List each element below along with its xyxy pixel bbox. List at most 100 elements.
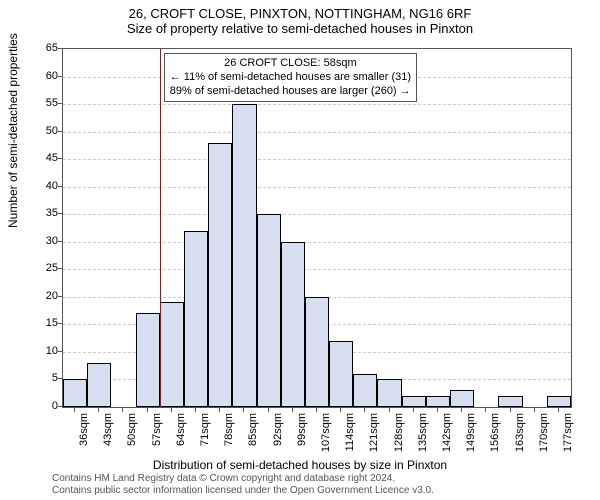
annotation-line2: ← 11% of semi-detached houses are smalle… (170, 71, 411, 85)
x-tick-label: 142sqm (441, 413, 453, 457)
chart-subtitle: Size of property relative to semi-detach… (0, 21, 600, 38)
x-tick-label: 50sqm (126, 413, 138, 457)
x-tick-label: 121sqm (368, 413, 380, 457)
y-tick-label: 35 (38, 207, 58, 219)
x-tick-label: 36sqm (78, 413, 90, 457)
grid-line (63, 159, 571, 160)
y-tick (58, 213, 62, 214)
histogram-bar (305, 297, 329, 407)
annotation-line3: 89% of semi-detached houses are larger (… (170, 85, 411, 99)
x-axis-label: Distribution of semi-detached houses by … (0, 458, 600, 472)
y-axis-label: Number of semi-detached properties (6, 33, 20, 228)
footer-line1: Contains HM Land Registry data © Crown c… (52, 473, 434, 485)
histogram-bar (353, 374, 377, 407)
y-tick (58, 186, 62, 187)
x-tick (413, 408, 414, 412)
x-tick-label: 64sqm (175, 413, 187, 457)
y-tick (58, 241, 62, 242)
histogram-bar (63, 379, 87, 407)
x-tick-label: 92sqm (272, 413, 284, 457)
y-tick-label: 10 (38, 345, 58, 357)
y-tick-label: 30 (38, 235, 58, 247)
x-tick (98, 408, 99, 412)
histogram-bar (257, 214, 281, 407)
histogram-bar (547, 396, 571, 407)
histogram-bar (208, 143, 232, 407)
histogram-bar (402, 396, 426, 407)
y-tick (58, 158, 62, 159)
y-tick-label: 15 (38, 317, 58, 329)
y-tick (58, 76, 62, 77)
y-tick-label: 25 (38, 262, 58, 274)
x-tick-label: 78sqm (223, 413, 235, 457)
histogram-bar (87, 363, 111, 407)
histogram-bar (160, 302, 184, 407)
reference-line (160, 49, 161, 407)
x-tick (510, 408, 511, 412)
histogram-bar (377, 379, 401, 407)
y-tick-label: 0 (38, 400, 58, 412)
x-tick (437, 408, 438, 412)
y-tick-label: 65 (38, 42, 58, 54)
y-tick-label: 60 (38, 70, 58, 82)
histogram-bar (184, 231, 208, 407)
annotation-line1: 26 CROFT CLOSE: 58sqm (170, 57, 411, 71)
y-tick (58, 131, 62, 132)
x-tick (147, 408, 148, 412)
grid-line (63, 269, 571, 270)
x-tick-label: 177sqm (562, 413, 574, 457)
x-tick (195, 408, 196, 412)
x-tick (268, 408, 269, 412)
x-tick-label: 71sqm (199, 413, 211, 457)
x-tick (461, 408, 462, 412)
grid-line (63, 214, 571, 215)
y-tick-label: 5 (38, 372, 58, 384)
chart-title: 26, CROFT CLOSE, PINXTON, NOTTINGHAM, NG… (0, 0, 600, 21)
y-tick (58, 323, 62, 324)
x-tick (340, 408, 341, 412)
x-tick (534, 408, 535, 412)
annotation-box: 26 CROFT CLOSE: 58sqm← 11% of semi-detac… (164, 53, 417, 102)
y-tick-label: 20 (38, 290, 58, 302)
x-tick (389, 408, 390, 412)
histogram-bar (136, 313, 160, 407)
x-tick-label: 99sqm (296, 413, 308, 457)
y-tick (58, 48, 62, 49)
x-tick-label: 43sqm (102, 413, 114, 457)
histogram-bar (232, 104, 256, 407)
y-tick (58, 103, 62, 104)
x-tick (74, 408, 75, 412)
grid-line (63, 187, 571, 188)
x-tick (243, 408, 244, 412)
y-tick-label: 55 (38, 97, 58, 109)
x-tick-label: 170sqm (538, 413, 550, 457)
x-tick-label: 128sqm (393, 413, 405, 457)
x-tick-label: 135sqm (417, 413, 429, 457)
x-tick-label: 107sqm (320, 413, 332, 457)
x-tick (364, 408, 365, 412)
x-tick (219, 408, 220, 412)
grid-line (63, 242, 571, 243)
histogram-bar (450, 390, 474, 407)
histogram-bar (498, 396, 522, 407)
x-tick-label: 149sqm (465, 413, 477, 457)
x-tick (292, 408, 293, 412)
y-tick (58, 296, 62, 297)
y-tick (58, 351, 62, 352)
x-tick-label: 114sqm (344, 413, 356, 457)
x-tick-label: 156sqm (489, 413, 501, 457)
x-tick-label: 163sqm (514, 413, 526, 457)
x-tick (316, 408, 317, 412)
x-tick (171, 408, 172, 412)
x-tick (122, 408, 123, 412)
chart-plot-area: 26 CROFT CLOSE: 58sqm← 11% of semi-detac… (62, 48, 572, 408)
histogram-bar (281, 242, 305, 407)
y-tick (58, 378, 62, 379)
y-tick-label: 50 (38, 125, 58, 137)
y-tick-label: 45 (38, 152, 58, 164)
x-tick (558, 408, 559, 412)
footer-line2: Contains public sector information licen… (52, 485, 434, 497)
histogram-bar (329, 341, 353, 407)
y-tick-label: 40 (38, 180, 58, 192)
x-tick-label: 85sqm (247, 413, 259, 457)
